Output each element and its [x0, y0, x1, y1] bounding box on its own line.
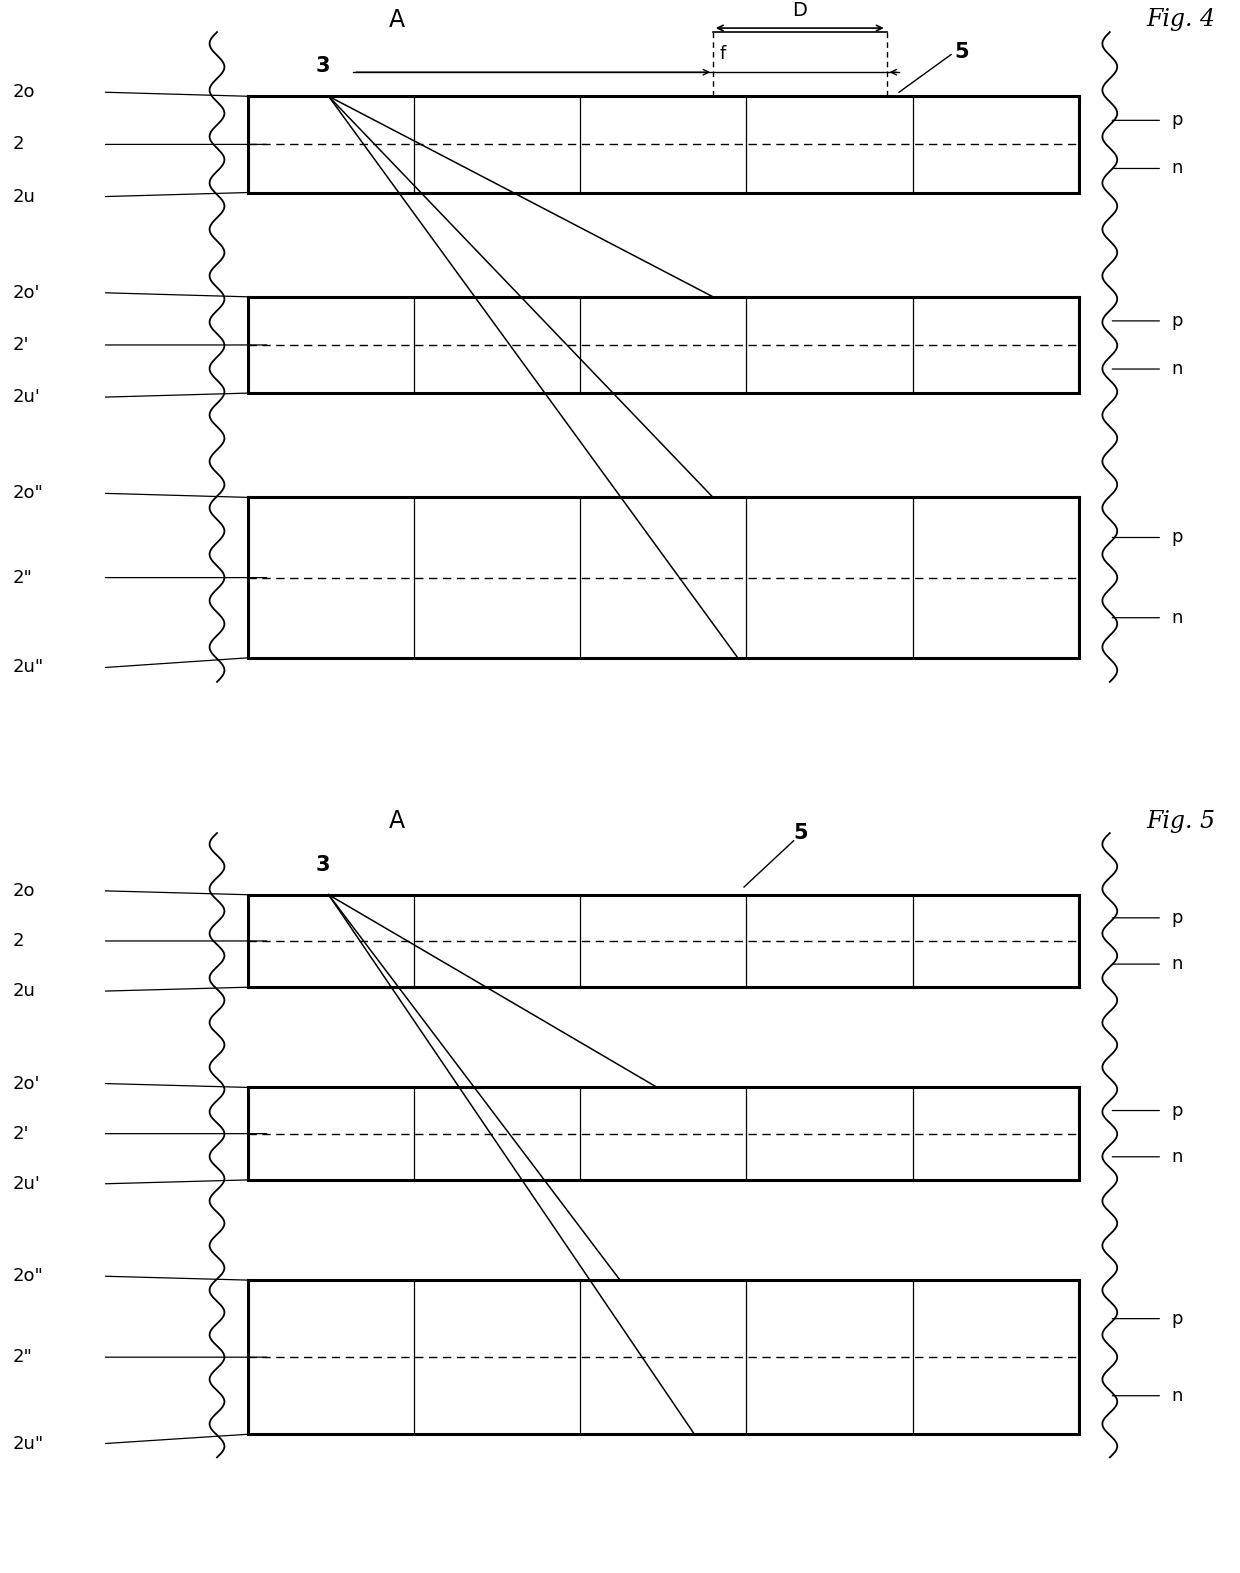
Text: n: n	[1172, 609, 1183, 626]
Text: 2": 2"	[12, 568, 32, 587]
Text: 2": 2"	[12, 1348, 32, 1367]
Text: p: p	[1172, 529, 1183, 546]
Text: 2u': 2u'	[12, 1175, 40, 1192]
Text: 3: 3	[315, 856, 330, 876]
Text: 3: 3	[315, 57, 330, 76]
Text: 2': 2'	[12, 337, 29, 354]
Text: 2o': 2o'	[12, 1074, 40, 1093]
Text: p: p	[1172, 1310, 1183, 1328]
Text: 2u: 2u	[12, 187, 35, 206]
Text: 2u: 2u	[12, 982, 35, 1000]
Text: 2u": 2u"	[12, 1435, 43, 1452]
Text: Fig. 4: Fig. 4	[1146, 8, 1215, 31]
Text: 2u": 2u"	[12, 659, 43, 676]
Text: n: n	[1172, 159, 1183, 178]
Text: 2u': 2u'	[12, 389, 40, 406]
Text: 2o': 2o'	[12, 283, 40, 302]
Text: A: A	[388, 8, 405, 31]
Text: 2o: 2o	[12, 882, 35, 900]
Text: D: D	[792, 2, 807, 20]
Text: p: p	[1172, 112, 1183, 129]
Text: f: f	[719, 44, 725, 63]
Text: 2: 2	[12, 135, 24, 154]
Text: 2o": 2o"	[12, 484, 43, 502]
Text: 2o: 2o	[12, 83, 35, 101]
Text: A: A	[388, 810, 405, 834]
Text: p: p	[1172, 311, 1183, 330]
Text: p: p	[1172, 909, 1183, 926]
Text: 2: 2	[12, 931, 24, 950]
Text: 5: 5	[794, 823, 808, 843]
Text: n: n	[1172, 1148, 1183, 1166]
Text: n: n	[1172, 360, 1183, 378]
Text: 2': 2'	[12, 1125, 29, 1142]
Text: n: n	[1172, 1387, 1183, 1405]
Text: Fig. 5: Fig. 5	[1146, 810, 1215, 834]
Text: n: n	[1172, 955, 1183, 974]
Text: p: p	[1172, 1101, 1183, 1120]
Text: 5: 5	[955, 42, 970, 63]
Text: 2o": 2o"	[12, 1268, 43, 1285]
